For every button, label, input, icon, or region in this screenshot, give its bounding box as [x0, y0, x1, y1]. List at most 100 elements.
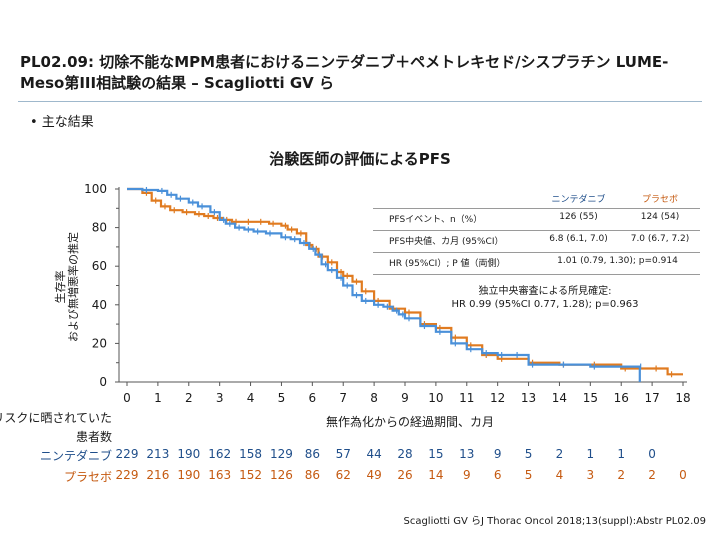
legend-col-nintedanib: ニンテダニブ [551, 195, 606, 205]
legend-divider [373, 208, 700, 209]
risk-count-nintedanib: 86 [304, 447, 320, 461]
risk-count-nintedanib: 190 [177, 447, 201, 461]
x-axis-label: 無作為化からの経過期間、カ月 [325, 415, 494, 429]
independent-review-line2: HR 0.99 (95%CI 0.77, 1.28); p=0.963 [451, 299, 639, 310]
risk-count-placebo: 86 [304, 468, 320, 482]
y-tick-label: 60 [92, 259, 107, 273]
citation: Scagliotti GV らJ Thorac Oncol 2018;13(su… [403, 516, 706, 527]
risk-count-nintedanib: 213 [146, 447, 170, 461]
legend-row-hazard-ratio: HR (95%CI）; P 値（両側） 1.01 (0.79, 1.30); p… [373, 256, 700, 273]
risk-count-placebo: 6 [493, 468, 502, 482]
y-tick-label: 80 [92, 221, 107, 235]
legend-row-label: PFS中央値、カ月 (95%CI） [389, 237, 504, 247]
risk-count-nintedanib: 28 [397, 447, 413, 461]
legend-divider [373, 230, 700, 231]
legend-table: ニンテダニブ プラセボ PFSイベント、n（%） 126 (55) 124 (5… [373, 186, 700, 280]
slide-title: PL02.09: 切除不能なMPM患者におけるニンテダニブ＋ペメトレキセド/シス… [20, 52, 700, 94]
x-tick-label: 9 [401, 391, 409, 405]
km-curve-nintedanib [127, 187, 641, 382]
risk-count-nintedanib: 158 [239, 447, 262, 461]
x-tick-label: 2 [185, 391, 193, 405]
risk-count-nintedanib: 0 [648, 447, 656, 461]
risk-count-placebo: 3 [586, 468, 595, 482]
risk-count-placebo: 2 [648, 468, 656, 482]
risk-count-placebo: 62 [335, 468, 351, 482]
risk-count-nintedanib: 2 [555, 447, 564, 461]
x-tick-label: 6 [309, 391, 317, 405]
chart-curves [127, 186, 683, 382]
x-tick-label: 8 [370, 391, 378, 405]
risk-count-nintedanib: 13 [459, 447, 475, 461]
risk-count-nintedanib: 9 [493, 447, 502, 461]
risk-count-nintedanib: 5 [524, 447, 533, 461]
legend-row-pfs-events: PFSイベント、n（%） 126 (55) 124 (54) [373, 212, 700, 229]
y-tick-label: 40 [92, 298, 107, 312]
independent-review-note: 独立中央審査による所見確定: HR 0.99 (95%CI 0.77, 1.28… [405, 285, 685, 311]
legend-divider [373, 252, 700, 253]
legend-col-placebo: プラセボ [641, 195, 678, 205]
y-tick-label: 20 [92, 336, 107, 350]
x-tick-label: 4 [247, 391, 255, 405]
x-tick-label: 12 [490, 391, 505, 405]
legend-row-value-hr: 1.01 (0.79, 1.30); p=0.914 [557, 256, 678, 266]
risk-count-nintedanib: 1 [617, 447, 626, 461]
title-divider [18, 101, 702, 102]
risk-count-placebo: 5 [524, 468, 533, 482]
legend-row-label: PFSイベント、n（%） [389, 215, 483, 225]
y-tick-label: 100 [84, 182, 107, 196]
risk-count-placebo: 2 [617, 468, 626, 482]
bullet-main-results: • 主な結果 [30, 115, 94, 130]
risk-count-placebo: 4 [555, 468, 564, 482]
x-tick-label: 11 [459, 391, 474, 405]
risk-count-placebo: 14 [428, 468, 444, 482]
legend-header: ニンテダニブ プラセボ [373, 192, 700, 209]
x-tick-label: 16 [614, 391, 629, 405]
legend-row-value-nintedanib: 6.8 (6.1, 7.0) [549, 234, 608, 244]
risk-count-nintedanib: 57 [335, 447, 351, 461]
x-tick-label: 7 [339, 391, 347, 405]
slide-title-line2: Meso第III相試験の結果 – Scagliotti GV ら [20, 74, 335, 92]
x-tick-label: 15 [583, 391, 598, 405]
risk-count-placebo: 163 [208, 468, 232, 482]
legend-row-label: HR (95%CI）; P 値（両側） [389, 259, 506, 269]
risk-count-nintedanib: 162 [208, 447, 232, 461]
risk-table-header-line1: リスクに晒されていた [0, 411, 112, 425]
risk-count-nintedanib: 229 [115, 447, 139, 461]
legend-row-value-placebo: 124 (54) [640, 212, 680, 222]
x-tick-label: 5 [278, 391, 286, 405]
risk-count-placebo: 126 [269, 468, 293, 482]
legend-row-value-nintedanib: 126 (55) [559, 212, 598, 222]
x-tick-label: 0 [123, 391, 131, 405]
y-tick-label: 0 [99, 375, 107, 389]
risk-count-nintedanib: 44 [366, 447, 382, 461]
risk-table-header-line2: 患者数 [75, 430, 112, 444]
risk-count-placebo: 152 [239, 468, 262, 482]
legend-row-median-pfs: PFS中央値、カ月 (95%CI） 6.8 (6.1, 7.0) 7.0 (6.… [373, 234, 700, 251]
slide-title-line1: PL02.09: 切除不能なMPM患者におけるニンテダニブ＋ペメトレキセド/シス… [20, 53, 669, 71]
risk-count-placebo: 49 [366, 468, 382, 482]
risk-row-label-placebo: プラセボ [63, 470, 112, 484]
x-tick-label: 3 [216, 391, 224, 405]
independent-review-line1: 独立中央審査による所見確定: [478, 286, 612, 297]
risk-count-placebo: 229 [115, 468, 139, 482]
risk-count-placebo: 26 [397, 468, 413, 482]
risk-count-placebo: 0 [679, 468, 687, 482]
chart-title: 治験医師の評価によるPFS [269, 150, 451, 168]
legend-row-value-placebo: 7.0 (6.7, 7.2) [630, 234, 690, 244]
x-tick-label: 14 [552, 391, 567, 405]
risk-count-placebo: 9 [462, 468, 471, 482]
x-tick-label: 18 [675, 391, 690, 405]
km-curve-placebo [127, 187, 683, 376]
x-tick-label: 13 [521, 391, 536, 405]
risk-count-nintedanib: 1 [586, 447, 595, 461]
risk-row-label-nintedanib: ニンテダニブ [39, 449, 112, 463]
risk-count-placebo: 216 [146, 468, 170, 482]
risk-count-nintedanib: 129 [269, 447, 293, 461]
x-tick-label: 1 [154, 391, 162, 405]
risk-count-placebo: 190 [177, 468, 201, 482]
x-tick-label: 17 [644, 391, 659, 405]
risk-count-nintedanib: 15 [428, 447, 444, 461]
x-tick-label: 10 [428, 391, 443, 405]
